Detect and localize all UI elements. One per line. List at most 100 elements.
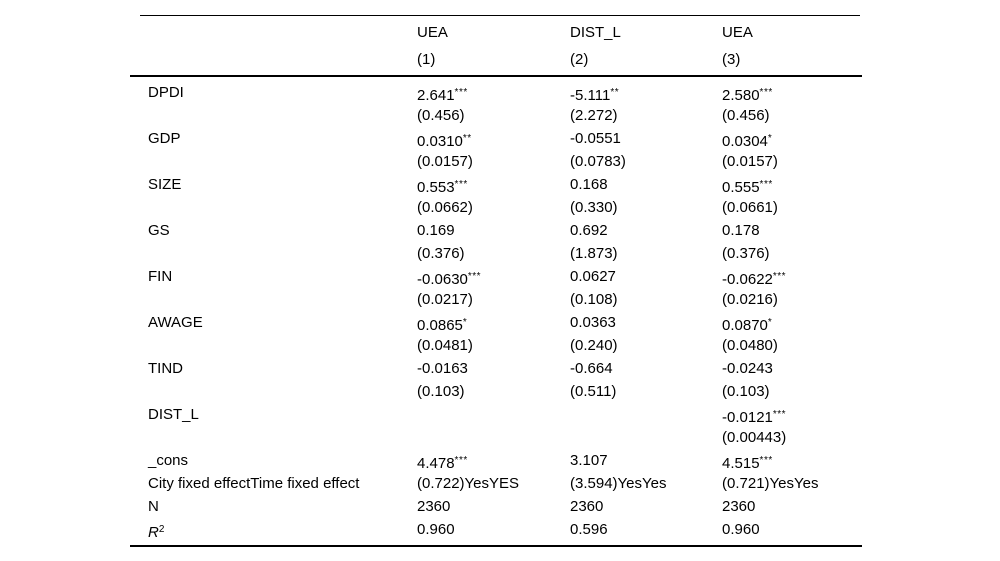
table-row: (0.0217) (0.108) (0.0216) bbox=[130, 288, 862, 311]
significance-stars: *** bbox=[467, 271, 482, 282]
table-row: (0.0481) (0.240) (0.0480) bbox=[130, 334, 862, 357]
row-label: FIN bbox=[148, 268, 173, 285]
row-label: SIZE bbox=[148, 176, 182, 193]
cell-value: -0.0121*** bbox=[722, 409, 787, 426]
cell-value: (0.0217) bbox=[417, 291, 473, 308]
table-body: DPDI 2.641*** -5.111** 2.580*** (0.456) (2.27… bbox=[130, 77, 862, 541]
cell-value: 2360 bbox=[570, 498, 604, 515]
significance-stars: * bbox=[767, 317, 773, 328]
significance-stars: *** bbox=[759, 87, 773, 98]
table-row: (0.0157) (0.0783) (0.0157) bbox=[130, 150, 862, 173]
cell-value: 2.641*** bbox=[417, 87, 468, 104]
table-row: (0.00443) bbox=[130, 426, 862, 449]
cell-value: (0.0216) bbox=[722, 291, 778, 308]
cell-value: 0.0363 bbox=[570, 314, 616, 331]
cell-value: 0.692 bbox=[570, 222, 608, 239]
cell-value: (0.722)YesYES bbox=[417, 475, 520, 492]
row-label: R2 bbox=[148, 524, 165, 541]
row-label: City fixed effectTime fixed effect bbox=[148, 475, 360, 492]
cell-value: 0.553*** bbox=[417, 179, 468, 196]
cell-value: (0.330) bbox=[570, 199, 618, 216]
cell-value: 0.596 bbox=[570, 521, 608, 538]
row-label: _cons bbox=[148, 452, 189, 469]
cell-value: -0.0243 bbox=[722, 360, 773, 377]
cell-value: (3.594)YesYes bbox=[570, 475, 667, 492]
row-label: GS bbox=[148, 222, 170, 239]
row-label: N bbox=[148, 498, 159, 515]
cell-value: 0.0310** bbox=[417, 133, 472, 150]
table-row: (0.0662) (0.330) (0.0661) bbox=[130, 196, 862, 219]
cell-value: (0.108) bbox=[570, 291, 618, 308]
significance-stars: *** bbox=[454, 179, 468, 190]
table-row: FIN -0.0630*** 0.0627 -0.0622*** bbox=[130, 265, 862, 288]
table-top-rule bbox=[140, 15, 860, 16]
table-row: (0.376) (1.873) (0.376) bbox=[130, 242, 862, 265]
cell-value: (0.0157) bbox=[722, 153, 778, 170]
cell-value: (0.0480) bbox=[722, 337, 778, 354]
cell-value: 0.0870* bbox=[722, 317, 773, 334]
row-label: TIND bbox=[148, 360, 183, 377]
cell-value: (2.272) bbox=[570, 107, 618, 124]
cell-value: -0.664 bbox=[570, 360, 613, 377]
cell-value: 0.0865* bbox=[417, 317, 468, 334]
significance-stars: *** bbox=[759, 455, 773, 466]
col2-dep-var-header: DIST_L bbox=[570, 24, 621, 41]
cell-value: (1.873) bbox=[570, 245, 618, 262]
cell-value: 4.515*** bbox=[722, 455, 773, 472]
table-row: DIST_L -0.0121*** bbox=[130, 403, 862, 426]
cell-value: (0.721)YesYes bbox=[722, 475, 819, 492]
cell-value: (0.240) bbox=[570, 337, 618, 354]
cell-value: (0.376) bbox=[722, 245, 770, 262]
cell-value: -0.0163 bbox=[417, 360, 468, 377]
row-label: DIST_L bbox=[148, 406, 199, 423]
cell-value: (0.103) bbox=[722, 383, 770, 400]
cell-value: 0.960 bbox=[722, 521, 760, 538]
col1-model-number: (1) bbox=[417, 51, 436, 68]
cell-value: -0.0551 bbox=[570, 130, 621, 147]
cell-value: (0.00443) bbox=[722, 429, 787, 446]
cell-value: 0.168 bbox=[570, 176, 608, 193]
col3-model-number: (3) bbox=[722, 51, 741, 68]
cell-value: 4.478*** bbox=[417, 455, 468, 472]
cell-value: 0.0304* bbox=[722, 133, 773, 150]
cell-value: 0.169 bbox=[417, 222, 455, 239]
cell-value: -5.111** bbox=[570, 87, 620, 104]
significance-stars: * bbox=[767, 133, 773, 144]
table-row: DPDI 2.641*** -5.111** 2.580*** bbox=[130, 81, 862, 104]
cell-value: (0.456) bbox=[417, 107, 465, 124]
cell-value: (0.511) bbox=[570, 383, 617, 400]
row-label: DPDI bbox=[148, 84, 184, 101]
cell-value: (0.0661) bbox=[722, 199, 778, 216]
cell-value: (0.0662) bbox=[417, 199, 473, 216]
col2-model-number: (2) bbox=[570, 51, 589, 68]
cell-value: (0.0157) bbox=[417, 153, 473, 170]
table-row: SIZE 0.553*** 0.168 0.555*** bbox=[130, 173, 862, 196]
cell-value: (0.0783) bbox=[570, 153, 626, 170]
significance-stars: *** bbox=[772, 271, 787, 282]
row-label: AWAGE bbox=[148, 314, 203, 331]
table-row: R2 0.960 0.596 0.960 bbox=[130, 518, 862, 541]
significance-stars: *** bbox=[759, 179, 773, 190]
significance-stars: ** bbox=[610, 87, 620, 98]
table-row: N 2360 2360 2360 bbox=[130, 495, 862, 518]
col3-dep-var-header: UEA bbox=[722, 24, 753, 41]
table-row: TIND -0.0163 -0.664 -0.0243 bbox=[130, 357, 862, 380]
row-label-superscript: 2 bbox=[158, 524, 165, 535]
cell-value: 2.580*** bbox=[722, 87, 773, 104]
table-row: _cons 4.478*** 3.107 4.515*** bbox=[130, 449, 862, 472]
table-row: GDP 0.0310** -0.0551 0.0304* bbox=[130, 127, 862, 150]
table-row: City fixed effectTime fixed effect (0.722… bbox=[130, 472, 862, 495]
regression-table: UEA DIST_L UEA (1) (2) (3) DPDI 2.641*** -… bbox=[130, 15, 862, 547]
significance-stars: *** bbox=[772, 409, 787, 420]
table-row: (0.103) (0.511) (0.103) bbox=[130, 380, 862, 403]
table-row: AWAGE 0.0865* 0.0363 0.0870* bbox=[130, 311, 862, 334]
cell-value: -0.0622*** bbox=[722, 271, 787, 288]
cell-value: 3.107 bbox=[570, 452, 608, 469]
significance-stars: *** bbox=[454, 455, 468, 466]
col1-dep-var-header: UEA bbox=[417, 24, 448, 41]
table-row: GS 0.169 0.692 0.178 bbox=[130, 219, 862, 242]
cell-value: 2360 bbox=[722, 498, 756, 515]
cell-value: 0.960 bbox=[417, 521, 455, 538]
significance-stars: * bbox=[462, 317, 468, 328]
cell-value: (0.456) bbox=[722, 107, 770, 124]
